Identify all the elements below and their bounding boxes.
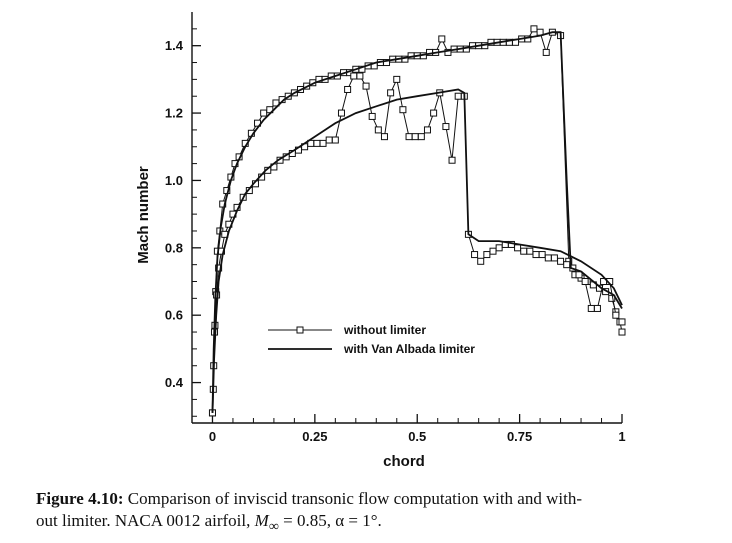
data-point-marker <box>489 247 497 255</box>
data-point-marker <box>550 254 558 262</box>
data-point-marker <box>618 328 626 336</box>
data-point-marker <box>575 271 583 279</box>
caption-alpha: α = 1°. <box>335 511 382 530</box>
data-point-marker <box>417 133 425 141</box>
legend-label: with Van Albada limiter <box>343 342 475 356</box>
x-tick-label: 0.5 <box>408 429 426 444</box>
data-point-marker <box>337 109 345 117</box>
data-point-marker <box>471 251 479 259</box>
data-point-marker <box>612 311 620 319</box>
y-tick-label: 0.6 <box>165 308 183 323</box>
data-point-marker <box>618 318 626 326</box>
legend: without limiter with Van Albada limiter <box>268 323 475 356</box>
data-point-marker <box>411 133 419 141</box>
y-tick-label: 0.8 <box>165 240 183 255</box>
data-point-marker <box>344 85 352 93</box>
data-point-marker <box>438 35 446 43</box>
data-point-marker <box>350 72 358 80</box>
data-point-marker <box>325 136 333 144</box>
series-with-van-albada-limiter <box>211 31 623 413</box>
data-point-marker <box>532 251 540 259</box>
caption-text-1: Comparison of inviscid transonic flow co… <box>127 489 582 508</box>
legend-label: without limiter <box>343 323 426 337</box>
data-point-marker <box>448 156 456 164</box>
x-tick-label: 0 <box>209 429 216 444</box>
data-point-marker <box>483 251 491 259</box>
legend-marker <box>296 326 304 334</box>
data-point-marker <box>544 254 552 262</box>
data-point-marker <box>593 304 601 312</box>
data-point-marker <box>405 133 413 141</box>
data-point-marker <box>563 261 571 269</box>
data-point-marker <box>368 112 376 120</box>
y-tick-label: 1.4 <box>165 38 184 53</box>
data-point-marker <box>454 92 462 100</box>
y-tick-label: 0.4 <box>165 375 184 390</box>
caption-figure-label: Figure 4.10: <box>36 489 124 508</box>
y-tick-label: 1.2 <box>165 106 183 121</box>
caption-mach-sub: ∞ <box>268 518 279 535</box>
series-layer <box>208 25 626 417</box>
data-point-marker <box>362 82 370 90</box>
x-tick-label: 0.25 <box>302 429 327 444</box>
caption-text-2: out limiter. NACA 0012 airfoil, <box>36 511 255 530</box>
data-point-marker <box>520 247 528 255</box>
data-point-marker <box>557 257 565 265</box>
data-point-marker <box>430 109 438 117</box>
caption-line-2: out limiter. NACA 0012 airfoil, M∞ = 0.8… <box>36 510 726 537</box>
series-line-upper <box>211 31 623 413</box>
data-point-marker <box>380 133 388 141</box>
chart-area: 0 0.25 0.5 0.75 1 0.4 0.6 0.8 1.0 1.2 1.4 without … <box>135 12 626 470</box>
data-point-marker <box>313 139 321 147</box>
series-line-lower <box>212 75 623 413</box>
data-point-marker <box>442 123 450 131</box>
caption-line-1: Figure 4.10: Comparison of inviscid tran… <box>36 488 726 510</box>
x-axis-title: chord <box>383 453 425 470</box>
data-point-marker <box>374 126 382 134</box>
series-line-lower <box>211 88 623 413</box>
data-point-marker <box>542 48 550 56</box>
axes: 0 0.25 0.5 0.75 1 0.4 0.6 0.8 1.0 1.2 1.4 <box>165 12 626 444</box>
data-point-marker <box>477 257 485 265</box>
data-point-marker <box>526 247 534 255</box>
data-point-marker <box>538 251 546 259</box>
data-point-marker <box>581 278 589 286</box>
data-point-marker <box>356 72 364 80</box>
data-point-marker <box>399 106 407 114</box>
figure-caption: Figure 4.10: Comparison of inviscid tran… <box>36 488 726 537</box>
data-point-marker <box>514 244 522 252</box>
data-point-marker <box>319 139 327 147</box>
caption-mach-value: = 0.85, <box>278 511 336 530</box>
data-point-marker <box>495 244 503 252</box>
data-point-marker <box>393 75 401 83</box>
caption-mach-symbol: M <box>254 511 269 530</box>
data-point-marker <box>587 304 595 312</box>
data-point-marker <box>260 109 268 117</box>
x-tick-label: 1 <box>618 429 625 444</box>
data-point-marker <box>331 136 339 144</box>
data-point-marker <box>423 126 431 134</box>
data-point-marker <box>530 25 538 33</box>
x-tick-label: 0.75 <box>507 429 532 444</box>
y-axis-title: Mach number <box>135 166 152 264</box>
data-point-marker <box>387 89 395 97</box>
data-point-marker <box>215 264 223 272</box>
y-tick-label: 1.0 <box>165 173 183 188</box>
